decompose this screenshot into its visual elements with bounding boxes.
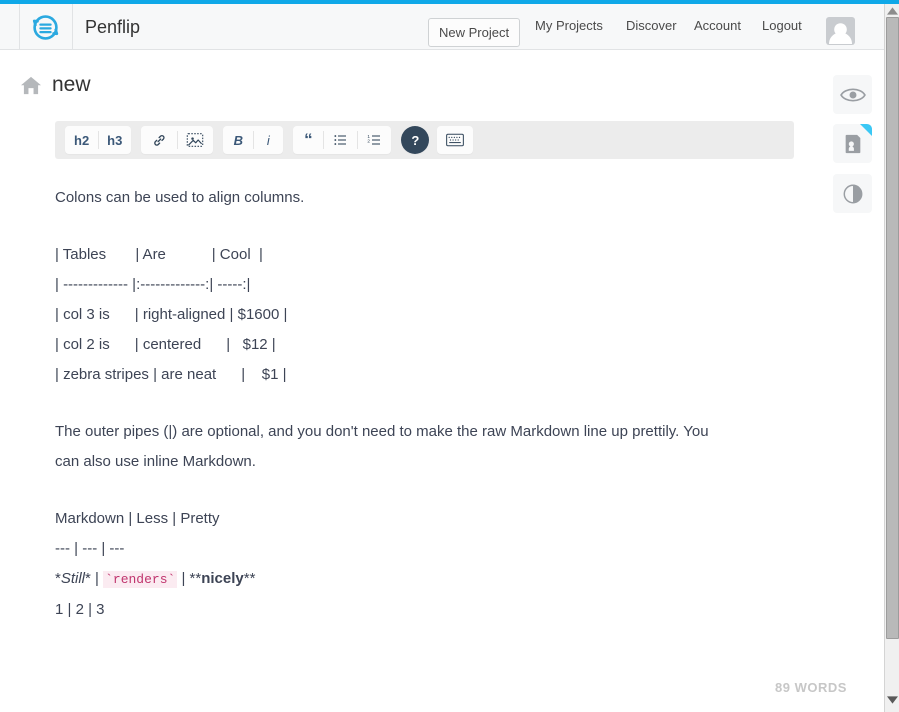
svg-text:2: 2 — [368, 139, 371, 144]
